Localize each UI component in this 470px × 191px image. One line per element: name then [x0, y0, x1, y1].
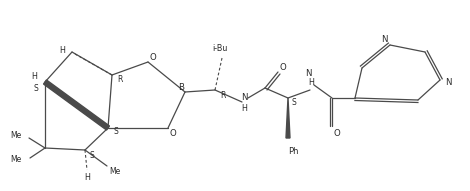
- Text: H: H: [241, 104, 247, 112]
- Text: S: S: [90, 151, 94, 159]
- Text: Ph: Ph: [288, 147, 298, 156]
- Text: O: O: [280, 62, 286, 71]
- Text: N: N: [445, 78, 451, 87]
- Text: O: O: [334, 129, 340, 138]
- Text: H: H: [308, 78, 314, 87]
- Text: O: O: [170, 129, 176, 138]
- Polygon shape: [286, 98, 290, 138]
- Text: R: R: [220, 91, 226, 100]
- Polygon shape: [44, 80, 110, 130]
- Text: S: S: [114, 128, 118, 137]
- Text: H: H: [84, 173, 90, 182]
- Text: i-Bu: i-Bu: [212, 44, 227, 53]
- Text: H: H: [31, 71, 37, 80]
- Text: Me: Me: [110, 168, 121, 176]
- Text: N: N: [241, 92, 247, 101]
- Text: R: R: [118, 74, 123, 83]
- Text: N: N: [305, 69, 311, 78]
- Text: O: O: [149, 53, 157, 62]
- Text: S: S: [34, 83, 39, 92]
- Text: N: N: [381, 35, 387, 44]
- Text: B: B: [178, 83, 184, 91]
- Text: S: S: [291, 97, 297, 107]
- Text: Me: Me: [10, 155, 21, 164]
- Text: H: H: [59, 45, 65, 54]
- Text: Me: Me: [10, 131, 21, 141]
